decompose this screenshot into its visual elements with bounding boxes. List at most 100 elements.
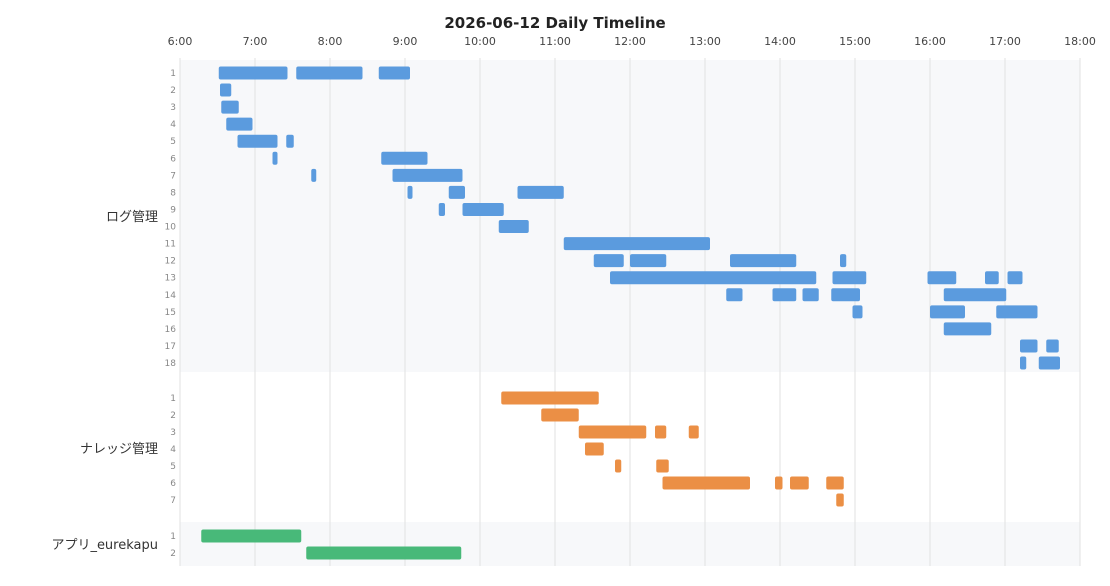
timeline-bar (381, 151, 428, 165)
row-label: 11 (165, 240, 176, 250)
row-label: 7 (170, 171, 176, 181)
timeline-bar (501, 391, 599, 405)
row-label: 3 (170, 103, 176, 113)
timeline-bar (438, 202, 445, 216)
row-label: 5 (170, 137, 176, 147)
timeline-bar (272, 151, 278, 165)
timeline-bar (688, 425, 699, 439)
timeline-bar (296, 66, 363, 80)
timeline-bar (498, 220, 529, 234)
timeline-bar (655, 425, 667, 439)
x-tick-label: 14:00 (764, 35, 796, 48)
row-label: 1 (170, 532, 176, 542)
timeline-bar (1038, 356, 1060, 370)
x-tick-label: 6:00 (168, 35, 193, 48)
timeline-bar (392, 168, 463, 182)
row-label: 2 (170, 549, 176, 559)
row-label: 4 (170, 120, 176, 130)
timeline-bar (662, 476, 750, 490)
timeline-bar (656, 459, 669, 473)
timeline-bar (226, 117, 253, 131)
row-label: 6 (170, 479, 176, 489)
x-tick-label: 13:00 (689, 35, 721, 48)
timeline-bar (832, 271, 867, 285)
row-label: 6 (170, 154, 176, 164)
timeline-bar (593, 254, 624, 268)
row-label: 5 (170, 462, 176, 472)
timeline-bar (378, 66, 410, 80)
timeline-bar (1020, 339, 1038, 353)
group-label: アプリ_eurekapu (51, 538, 158, 553)
timeline-bar (772, 288, 797, 302)
timeline-bar (1046, 339, 1059, 353)
timeline-bar (201, 529, 302, 543)
timeline-bar (563, 237, 710, 251)
timeline-bar (306, 546, 462, 560)
timeline-bar (943, 288, 1007, 302)
x-tick-label: 18:00 (1064, 35, 1096, 48)
row-label: 1 (170, 394, 176, 404)
x-tick-label: 15:00 (839, 35, 871, 48)
timeline-bar (930, 305, 965, 319)
timeline-bar (996, 305, 1038, 319)
timeline-bar (927, 271, 957, 285)
timeline-bar (221, 100, 239, 114)
timeline-bar (852, 305, 863, 319)
timeline-bar (826, 476, 844, 490)
x-tick-label: 17:00 (989, 35, 1021, 48)
row-label: 1 (170, 69, 176, 79)
timeline-bar (836, 493, 844, 507)
x-tick-label: 8:00 (318, 35, 343, 48)
timeline-bar (220, 83, 232, 97)
row-label: 9 (170, 205, 176, 215)
timeline-bar (448, 185, 465, 199)
x-tick-label: 9:00 (393, 35, 418, 48)
chart-title: 2026-06-12 Daily Timeline (444, 14, 666, 32)
timeline-bar (541, 408, 579, 422)
timeline-bar (775, 476, 783, 490)
row-label: 2 (170, 411, 176, 421)
timeline-bar (1020, 356, 1027, 370)
timeline-bar (831, 288, 860, 302)
row-label: 4 (170, 445, 176, 455)
group-label: ナレッジ管理 (80, 442, 158, 457)
timeline-bar (1007, 271, 1023, 285)
row-label: 15 (165, 308, 176, 318)
x-tick-label: 16:00 (914, 35, 946, 48)
timeline-bar (615, 459, 622, 473)
timeline-bar (802, 288, 819, 302)
row-label: 12 (165, 257, 176, 267)
timeline-bar (311, 168, 317, 182)
timeline-bar (985, 271, 999, 285)
row-label: 8 (170, 188, 176, 198)
row-label: 16 (165, 325, 177, 335)
row-label: 3 (170, 428, 176, 438)
row-label: 7 (170, 496, 176, 506)
timeline-bar (218, 66, 288, 80)
timeline-bar (237, 134, 278, 148)
x-tick-label: 11:00 (539, 35, 571, 48)
row-label: 17 (165, 342, 176, 352)
timeline-bar (517, 185, 564, 199)
row-label: 18 (165, 359, 177, 369)
timeline-bar (585, 442, 604, 456)
row-label: 10 (165, 223, 177, 233)
group-label: ログ管理 (106, 210, 158, 225)
timeline-bar (630, 254, 667, 268)
x-tick-label: 10:00 (464, 35, 496, 48)
x-tick-label: 7:00 (243, 35, 268, 48)
timeline-bar (407, 185, 413, 199)
row-label: 2 (170, 86, 176, 96)
timeline-bar (462, 202, 504, 216)
row-label: 13 (165, 274, 176, 284)
x-tick-label: 12:00 (614, 35, 646, 48)
timeline-bar (578, 425, 647, 439)
timeline-bar (840, 254, 847, 268)
row-label: 14 (165, 291, 177, 301)
timeline-bar (730, 254, 797, 268)
timeline-bar (790, 476, 809, 490)
timeline-bar (610, 271, 817, 285)
timeline-bar (726, 288, 743, 302)
timeline-bar (943, 322, 992, 336)
